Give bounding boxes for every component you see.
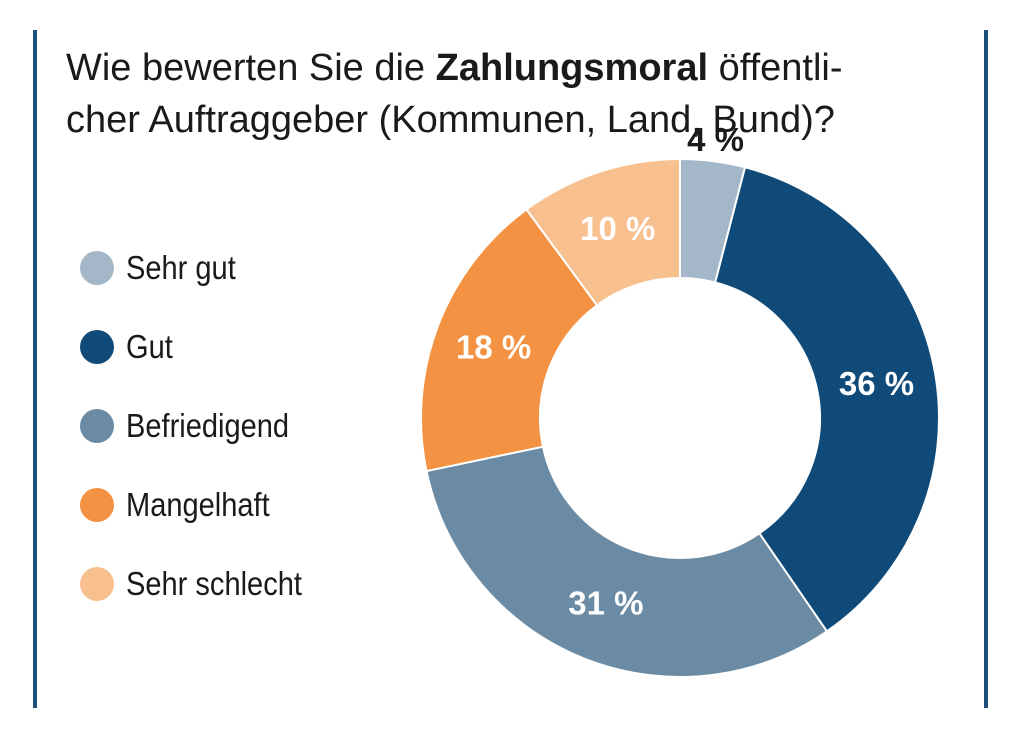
legend-item-sehr-gut: Sehr gut xyxy=(80,246,251,290)
donut-labels: 4 % 36 % 31 % 18 % 10 % xyxy=(456,121,914,622)
legend-label: Gut xyxy=(126,328,173,365)
slice-label-sehr-schlecht: 10 % xyxy=(580,210,655,247)
legend-item-mangelhaft: Mangelhaft xyxy=(80,483,289,527)
donut-slices xyxy=(420,157,940,678)
legend-swatch xyxy=(80,330,114,364)
left-accent-bar xyxy=(33,30,37,708)
slice-mangelhaft xyxy=(420,208,599,473)
title-part-1: Wie bewerten Sie die xyxy=(66,47,436,89)
slice-label-gut: 36 % xyxy=(839,365,914,402)
legend-swatch xyxy=(80,409,114,443)
slice-befriedigend xyxy=(425,445,829,678)
chart-title: Wie bewerten Sie die Zahlungsmoral öffen… xyxy=(66,42,886,146)
legend-label: Sehr gut xyxy=(126,249,236,286)
slice-gut xyxy=(713,166,940,633)
slice-label-sehr-gut: 4 % xyxy=(687,121,744,158)
slice-sehr-schlecht xyxy=(525,157,681,307)
slice-label-mangelhaft: 18 % xyxy=(456,328,531,365)
legend-item-gut: Gut xyxy=(80,325,179,369)
legend-swatch xyxy=(80,567,114,601)
legend-label: Sehr schlecht xyxy=(126,565,302,602)
legend-item-sehr-schlecht: Sehr schlecht xyxy=(80,562,326,606)
legend-swatch xyxy=(80,251,114,285)
legend-label: Mangelhaft xyxy=(126,486,270,523)
legend-item-befriedigend: Befriedigend xyxy=(80,404,311,448)
legend-swatch xyxy=(80,488,114,522)
title-bold: Zahlungsmoral xyxy=(435,47,709,89)
legend-label: Befriedigend xyxy=(126,407,290,444)
slice-label-befriedigend: 31 % xyxy=(568,585,643,622)
title-part-2: öffentli­cher Auftraggeber (Kommunen, La… xyxy=(66,47,843,141)
right-accent-bar xyxy=(984,30,988,708)
